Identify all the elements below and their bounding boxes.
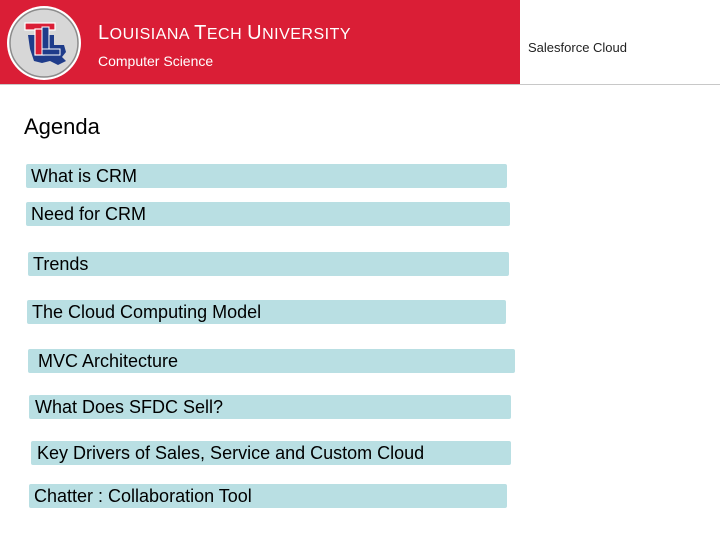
university-name-part: U bbox=[247, 22, 263, 44]
university-name-part: NIVERSITY bbox=[262, 26, 352, 43]
agenda-item-chatter: Chatter : Collaboration Tool bbox=[29, 484, 507, 508]
agenda-item-need-for-crm: Need for CRM bbox=[26, 202, 510, 226]
university-name-part: L bbox=[98, 22, 110, 44]
agenda-item-what-does-sfdc-sell: What Does SFDC Sell? bbox=[29, 395, 511, 419]
agenda-item-trends: Trends bbox=[28, 252, 509, 276]
university-name: LOUISIANA TECH UNIVERSITY bbox=[98, 22, 351, 45]
agenda-title: Agenda bbox=[24, 114, 100, 139]
agenda-item-key-drivers: Key Drivers of Sales, Service and Custom… bbox=[31, 441, 511, 465]
agenda-item-what-is-crm: What is CRM bbox=[26, 164, 507, 188]
university-name-part: T bbox=[194, 22, 207, 44]
header-divider bbox=[0, 84, 720, 85]
department-name: Computer Science bbox=[98, 53, 214, 69]
course-label: Salesforce Cloud bbox=[528, 40, 627, 55]
university-banner: LOUISIANA TECH UNIVERSITY Computer Scien… bbox=[0, 0, 520, 85]
university-name-part: ECH bbox=[206, 26, 248, 43]
agenda-item-mvc-architecture: MVC Architecture bbox=[28, 349, 515, 373]
slide-header: LOUISIANA TECH UNIVERSITY Computer Scien… bbox=[0, 0, 720, 86]
louisiana-tech-logo-icon bbox=[7, 6, 81, 80]
university-name-part: OUISIANA bbox=[109, 26, 195, 43]
agenda-item-cloud-computing-model: The Cloud Computing Model bbox=[27, 300, 506, 324]
